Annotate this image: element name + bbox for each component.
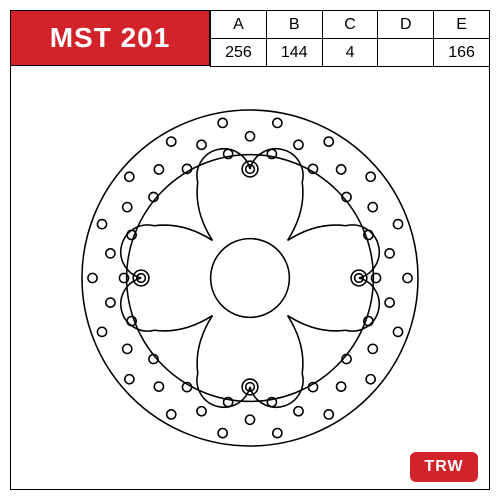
spec-col-a: A (211, 11, 267, 39)
spec-val-c: 4 (322, 39, 378, 67)
spec-col-c: C (322, 11, 378, 39)
brand-logo-box: TRW (410, 452, 478, 482)
spec-val-a: 256 (211, 39, 267, 67)
spec-table: A B C D E 256 144 4 166 (210, 10, 490, 67)
spec-col-e: E (434, 11, 490, 39)
spec-val-e: 166 (434, 39, 490, 67)
spec-val-d (378, 39, 434, 67)
disc-diagram-area (10, 66, 490, 490)
brake-disc-diagram (70, 98, 430, 458)
spec-col-d: D (378, 11, 434, 39)
brand-logo-text: TRW (424, 458, 463, 476)
model-label-box: MST 201 (10, 10, 210, 66)
header-row: MST 201 A B C D E 256 144 4 166 (10, 10, 490, 66)
spec-header-row: A B C D E (211, 11, 490, 39)
model-label: MST 201 (50, 22, 171, 54)
spec-col-b: B (266, 11, 322, 39)
spec-value-row: 256 144 4 166 (211, 39, 490, 67)
brand-logo: TRW (410, 452, 478, 482)
spec-val-b: 144 (266, 39, 322, 67)
